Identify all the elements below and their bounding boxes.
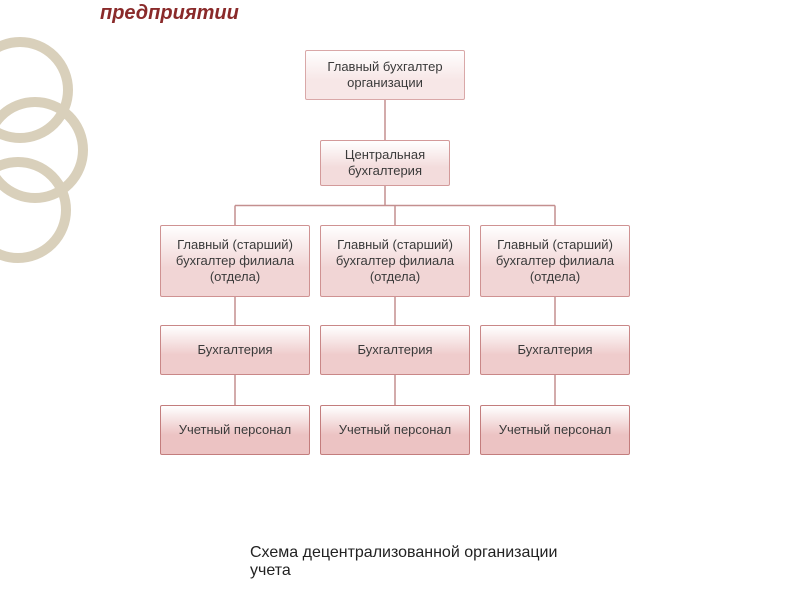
- chart-caption: Схема децентрализованной организации уче…: [250, 544, 570, 580]
- org-node: Учетный персонал: [480, 405, 630, 455]
- org-node: Главный бухгалтер организации: [305, 50, 465, 100]
- org-chart: Главный бухгалтер организации Центральная…: [100, 40, 780, 520]
- page-title: предприятии: [100, 2, 239, 25]
- org-node: Учетный персонал: [320, 405, 470, 455]
- org-node: Центральная бухгалтерия: [320, 140, 450, 186]
- org-node: Бухгалтерия: [480, 325, 630, 375]
- org-node: Бухгалтерия: [320, 325, 470, 375]
- org-node: Бухгалтерия: [160, 325, 310, 375]
- org-node: Главный (старший) бухгалтер филиала (отд…: [480, 225, 630, 297]
- org-node: Учетный персонал: [160, 405, 310, 455]
- decor-rings: [0, 0, 90, 600]
- org-node: Главный (старший) бухгалтер филиала (отд…: [320, 225, 470, 297]
- org-node: Главный (старший) бухгалтер филиала (отд…: [160, 225, 310, 297]
